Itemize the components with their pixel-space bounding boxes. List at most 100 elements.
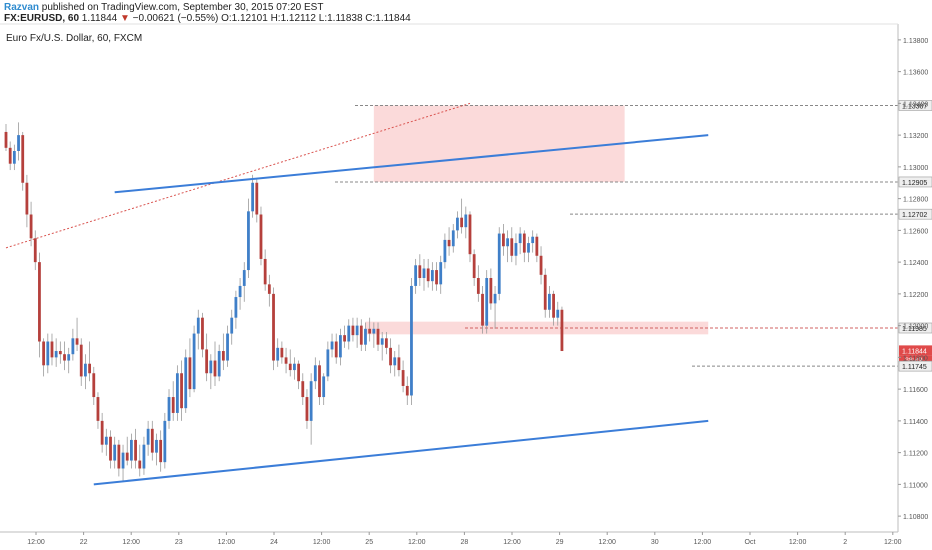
candle-body — [460, 217, 464, 228]
candle-body — [418, 265, 422, 278]
candle-body — [493, 293, 497, 304]
candle-body — [464, 214, 468, 228]
candle-body — [213, 360, 217, 377]
close-value: C:1.11844 — [365, 13, 411, 24]
y-tick-label: 1.12400 — [903, 260, 928, 267]
candle-body — [343, 335, 346, 342]
candle-body — [180, 373, 183, 409]
y-tick-label: 1.11800 — [903, 355, 928, 362]
candle-body — [535, 236, 539, 256]
x-tick-label: 12:00 — [122, 539, 140, 546]
candle-body — [205, 349, 209, 374]
price-change: −0.00621 (−0.55%) — [132, 13, 219, 24]
candle-body — [201, 317, 204, 350]
down-arrow-icon: ▼ — [119, 13, 130, 24]
y-tick-label: 1.11400 — [903, 419, 928, 426]
candle-body — [217, 351, 221, 377]
lower-trendline — [93, 419, 709, 486]
candle-body — [192, 333, 196, 390]
candle-body — [209, 360, 213, 374]
x-tick-label: 30 — [651, 539, 659, 546]
x-tick-label: 12:00 — [218, 539, 236, 546]
candle-body — [247, 211, 250, 271]
level-tag-label: 1.12702 — [902, 212, 927, 219]
candle-body — [451, 230, 455, 247]
candle-body — [251, 182, 255, 212]
candle-body — [8, 147, 12, 164]
symbol-info: FX:EURUSD, 60 1.11844 ▼ −0.00621 (−0.55%… — [4, 13, 411, 24]
x-tick-label: 24 — [270, 539, 278, 546]
candle-body — [456, 217, 459, 231]
candle-body — [468, 214, 472, 255]
candle-body — [276, 347, 280, 361]
candle-body — [318, 365, 321, 398]
candle-body — [88, 363, 91, 374]
candle-body — [50, 341, 54, 358]
candle-body — [280, 347, 284, 358]
candle-body — [100, 420, 104, 445]
high-value: H:1.12112 — [270, 13, 316, 24]
level-tag — [898, 208, 932, 220]
candle-body — [485, 278, 489, 326]
candle-body — [531, 236, 535, 244]
y-tick-label: 1.13400 — [903, 101, 928, 108]
y-tick-label: 1.11200 — [903, 451, 928, 458]
candle-body — [238, 285, 242, 298]
candle-body — [242, 270, 246, 286]
candle-body — [330, 341, 334, 350]
publish-text: published on TradingView.com, September … — [41, 2, 324, 13]
candle-body — [422, 268, 426, 278]
candle-body — [552, 293, 555, 318]
candle-body — [96, 397, 100, 421]
candle-body — [364, 328, 367, 345]
candle-body — [489, 278, 493, 304]
candle-body — [518, 233, 522, 244]
candle-body — [481, 293, 484, 326]
candle-body — [29, 214, 33, 239]
candle-body — [305, 397, 309, 421]
x-tick-label: 12:00 — [884, 539, 902, 546]
candle-body — [221, 351, 225, 361]
candle-body — [397, 357, 401, 371]
candle-body — [155, 439, 158, 453]
candle-body — [510, 238, 514, 256]
candle-body — [272, 293, 275, 361]
candle-body — [92, 373, 96, 398]
candle-body — [46, 341, 50, 366]
candle-body — [4, 131, 8, 148]
level-tag-label: 1.11844 — [902, 348, 927, 355]
candle-body — [539, 255, 543, 275]
candle-body — [393, 357, 397, 366]
candle-body — [414, 265, 418, 286]
candle-body — [384, 338, 388, 348]
supply-zone — [373, 105, 625, 182]
level-tag — [898, 100, 932, 111]
candle-body — [443, 239, 447, 263]
candle-body — [104, 436, 108, 445]
y-tick-label: 1.11600 — [903, 387, 928, 394]
candle-body — [309, 381, 313, 421]
candle-body — [527, 243, 530, 253]
candle-body — [121, 452, 125, 469]
candle-body — [560, 309, 564, 352]
y-tick-label: 1.11000 — [903, 482, 928, 489]
y-tick-label: 1.13000 — [903, 165, 928, 172]
y-tick-label: 1.12000 — [903, 324, 928, 331]
candle-body — [284, 357, 288, 364]
last-price: 1.11844 — [81, 13, 118, 24]
author-name[interactable]: Razvan — [4, 2, 40, 13]
candle-body — [109, 436, 112, 461]
level-tag — [898, 360, 932, 372]
candle-body — [130, 439, 133, 461]
candle-body — [401, 370, 405, 386]
x-tick-label: 2 — [843, 539, 847, 546]
candle-body — [435, 270, 438, 285]
candle-body — [163, 420, 167, 463]
dotted-trendline — [5, 102, 471, 249]
candle-body — [514, 243, 518, 256]
candle-body — [372, 328, 376, 334]
candle-body — [196, 317, 200, 334]
x-tick-label: 12:00 — [313, 539, 331, 546]
candle-body — [288, 363, 292, 371]
